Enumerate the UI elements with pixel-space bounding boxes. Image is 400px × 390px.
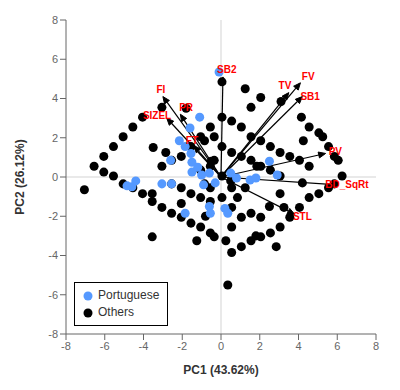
- svg-text:BD_SqRt: BD_SqRt: [325, 179, 369, 190]
- svg-text:PV: PV: [329, 146, 343, 157]
- svg-text:2: 2: [257, 340, 263, 352]
- svg-text:8: 8: [52, 14, 58, 26]
- svg-text:-8: -8: [48, 328, 58, 340]
- svg-text:4: 4: [52, 92, 58, 104]
- svg-text:-4: -4: [48, 249, 58, 261]
- svg-text:-6: -6: [48, 289, 58, 301]
- svg-text:FI: FI: [156, 84, 165, 95]
- svg-text:FT: FT: [186, 135, 198, 146]
- svg-text:-4: -4: [139, 340, 149, 352]
- svg-text:-6: -6: [100, 340, 110, 352]
- html-text:Portuguese: Portuguese: [98, 288, 160, 302]
- svg-text:TV: TV: [279, 80, 292, 91]
- html-text:Others: Others: [98, 305, 134, 319]
- svg-text:SB1: SB1: [300, 91, 320, 102]
- svg-text:-8: -8: [61, 340, 71, 352]
- svg-text:PR: PR: [179, 102, 194, 113]
- svg-text:-2: -2: [177, 340, 187, 352]
- svg-text:PC1 (43.62%): PC1 (43.62%): [183, 363, 258, 377]
- svg-text:SB2: SB2: [217, 64, 237, 75]
- svg-text:4: 4: [295, 340, 301, 352]
- svg-text:6: 6: [52, 53, 58, 65]
- svg-text:0: 0: [218, 340, 224, 352]
- svg-text:SIZEL: SIZEL: [143, 110, 171, 121]
- svg-text:STL: STL: [293, 211, 312, 222]
- svg-text:PC2 (26.12%): PC2 (26.12%): [13, 139, 27, 214]
- svg-text:-2: -2: [48, 210, 58, 222]
- svg-text:2: 2: [52, 132, 58, 144]
- svg-text:0: 0: [52, 171, 58, 183]
- svg-text:FV: FV: [302, 71, 315, 82]
- svg-text:6: 6: [334, 340, 340, 352]
- svg-text:8: 8: [373, 340, 379, 352]
